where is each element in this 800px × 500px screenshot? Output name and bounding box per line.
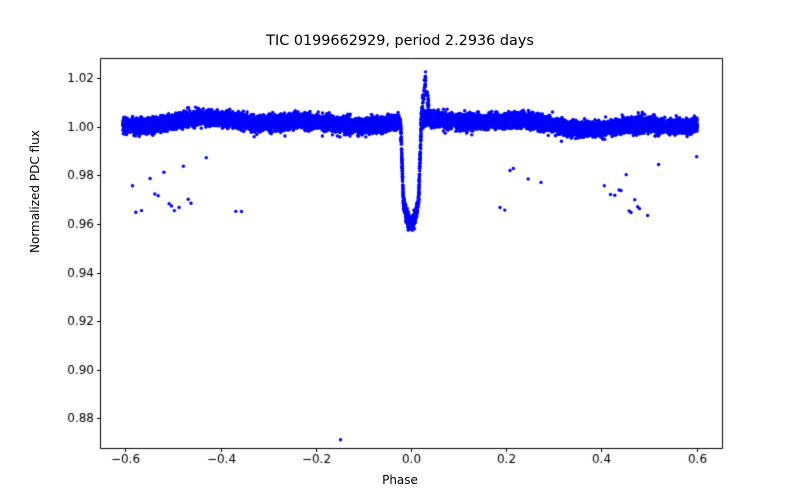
- y-axis-label: Normalized PDC flux: [28, 130, 42, 253]
- x-axis-label: Phase: [382, 473, 418, 487]
- page-title: TIC 0199662929, period 2.2936 days: [266, 33, 534, 49]
